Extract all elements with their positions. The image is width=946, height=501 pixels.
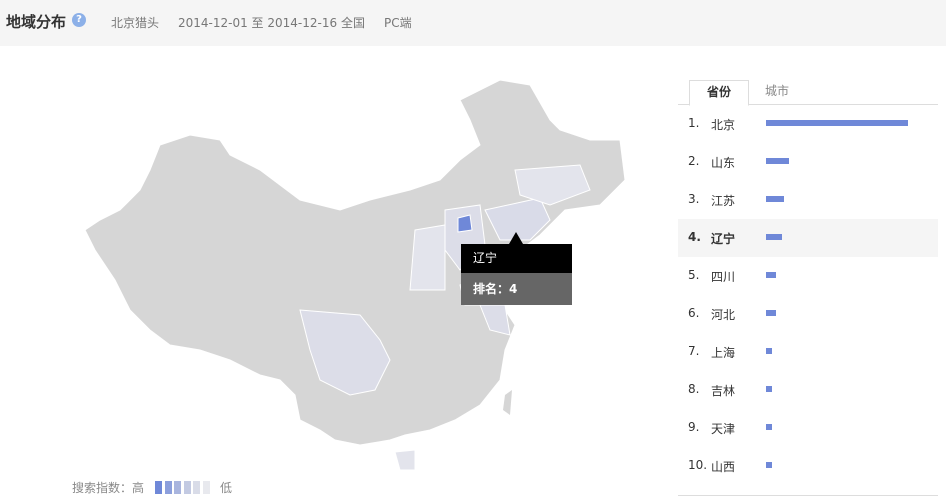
province-name: 山东 — [711, 156, 736, 170]
china-map[interactable] — [60, 60, 640, 480]
legend-swatch — [164, 481, 172, 494]
tab-province[interactable]: 省份 — [689, 80, 749, 106]
province-name: 天津 — [711, 422, 736, 436]
region: 全国 — [341, 16, 366, 30]
legend-swatch — [193, 481, 200, 494]
rank-number: 1. — [688, 116, 700, 130]
index-bar — [766, 120, 908, 126]
index-bar — [766, 348, 772, 354]
tab-city[interactable]: 城市 — [764, 84, 789, 98]
rank-number: 5. — [688, 268, 700, 282]
province-name: 四川 — [711, 270, 736, 284]
ranking-row[interactable]: 6. 河北 — [678, 295, 938, 333]
ranking-row[interactable]: 7. 上海 — [678, 333, 938, 371]
header: 地域分布 ? 北京猎头 2014-12-01 至 2014-12-16 全国 P… — [0, 0, 946, 46]
region-jilin[interactable] — [514, 164, 591, 206]
rank-number: 7. — [688, 344, 700, 358]
rank-number: 9. — [688, 420, 700, 434]
rank-number: 10. — [688, 458, 708, 472]
index-bar — [766, 234, 782, 240]
province-name: 上海 — [711, 346, 736, 360]
legend-swatch — [174, 481, 181, 494]
ranking-row[interactable]: 8. 吉林 — [678, 371, 938, 409]
region-taiwan[interactable] — [503, 390, 512, 415]
index-bar — [766, 462, 772, 468]
legend-label: 搜索指数：高 — [72, 481, 145, 495]
tab-bar: 省份 城市 — [678, 80, 938, 106]
rank-number: 2. — [688, 154, 700, 168]
ranking-row[interactable]: 4. 辽宁 — [678, 219, 938, 257]
map-mainland[interactable] — [84, 79, 626, 446]
region-liaoning[interactable] — [484, 197, 551, 241]
rank-number: 8. — [688, 382, 700, 396]
rank-number: 6. — [688, 306, 700, 320]
rank-number: 3. — [688, 192, 700, 206]
region-sichuan[interactable] — [299, 309, 391, 396]
ranking-row[interactable]: 5. 四川 — [678, 257, 938, 295]
province-name: 北京 — [711, 118, 736, 132]
index-bar — [766, 386, 772, 392]
index-bar — [766, 196, 785, 202]
date-range: 2014-12-01 至 2014-12-16 — [178, 16, 338, 30]
ranking-row[interactable]: 1. 北京 — [678, 105, 938, 143]
ranking-row[interactable]: 2. 山东 — [678, 143, 938, 181]
ranking-row[interactable]: 3. 江苏 — [678, 181, 938, 219]
ranking-row[interactable]: 10. 山西 — [678, 447, 938, 485]
region-beijing[interactable] — [457, 214, 473, 233]
province-name: 山西 — [711, 460, 736, 474]
platform: PC端 — [384, 16, 412, 30]
province-name: 吉林 — [711, 384, 736, 398]
index-bar — [766, 310, 776, 316]
page-title: 地域分布 — [6, 13, 67, 31]
tooltip-province: 辽宁 — [461, 244, 572, 273]
keyword: 北京猎头 — [111, 16, 160, 30]
region-hainan[interactable] — [394, 449, 416, 471]
province-name: 辽宁 — [711, 232, 736, 246]
index-bar — [766, 272, 776, 278]
question-icon[interactable]: ? — [72, 13, 86, 27]
tooltip-arrow — [509, 232, 523, 244]
legend-swatch — [202, 481, 210, 494]
tooltip-rank: 排名：4 — [461, 273, 572, 305]
region-jiangsu[interactable] — [479, 304, 511, 336]
province-name: 江苏 — [711, 194, 736, 208]
index-bar — [766, 158, 789, 164]
legend-low: 低 — [220, 481, 233, 495]
divider — [678, 495, 938, 496]
region-shanxi[interactable] — [409, 224, 446, 291]
legend-swatch — [155, 481, 162, 494]
rank-number: 4. — [688, 230, 701, 244]
legend-swatch — [183, 481, 191, 494]
province-name: 河北 — [711, 308, 736, 322]
index-bar — [766, 424, 772, 430]
ranking-row[interactable]: 9. 天津 — [678, 409, 938, 447]
map-tooltip: 辽宁 排名：4 — [461, 232, 572, 305]
